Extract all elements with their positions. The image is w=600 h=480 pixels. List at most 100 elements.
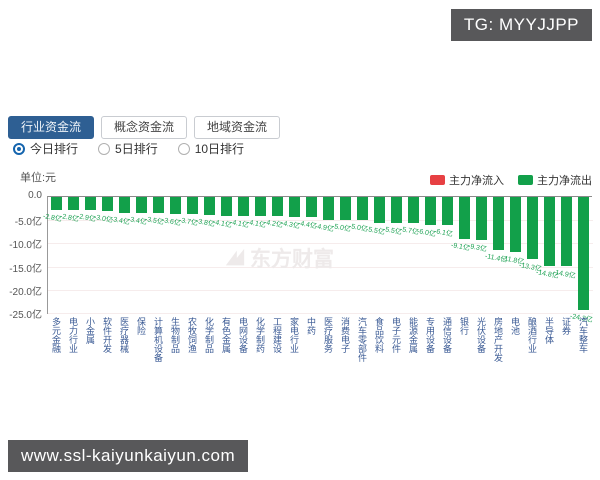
bar-证券[interactable]: [561, 197, 572, 267]
legend-item-inflow[interactable]: 主力净流入: [430, 172, 504, 188]
y-tick-label: -5.0亿: [14, 217, 42, 229]
category-label: 半导体: [544, 317, 554, 344]
bar-医疗服务[interactable]: [323, 197, 334, 220]
bar-保险[interactable]: [136, 197, 147, 213]
eastmoney-logo-icon: [225, 248, 245, 266]
tab-concept-fund-flow[interactable]: 概念资金流: [101, 116, 188, 139]
bar-银行[interactable]: [459, 197, 470, 240]
rank-period-options: 今日排行 5日排行 10日排行: [13, 140, 244, 157]
bar-多元金融[interactable]: [51, 197, 62, 210]
category-label: 化学制药: [255, 317, 265, 353]
bar-中药[interactable]: [306, 197, 317, 218]
bar-化学制品[interactable]: [204, 197, 215, 215]
category-label: 汽车零部件: [357, 317, 367, 362]
category-label: 中药: [306, 317, 316, 335]
bar-房地产开发[interactable]: [493, 197, 504, 250]
bar-专用设备[interactable]: [425, 197, 436, 225]
bar-通信设备[interactable]: [442, 197, 453, 226]
tab-region-fund-flow[interactable]: 地域资金流: [194, 116, 281, 139]
watermark-text: 东方财富: [250, 248, 334, 271]
bar-电网设备[interactable]: [238, 197, 249, 217]
tg-watermark-badge: TG: MYYJJPP: [450, 9, 592, 41]
radio-dot-icon: [98, 142, 111, 155]
bar-化学制药[interactable]: [255, 197, 266, 217]
bar-汽车整车[interactable]: [578, 197, 589, 310]
tab-industry-fund-flow[interactable]: 行业资金流: [8, 116, 95, 139]
bar-电池[interactable]: [510, 197, 521, 252]
gridline: [48, 313, 593, 314]
bar-汽车零部件[interactable]: [357, 197, 368, 221]
category-label: 医疗器械: [119, 317, 129, 353]
bar-生物制品[interactable]: [170, 197, 181, 214]
bar-小金属[interactable]: [85, 197, 96, 211]
fund-flow-tabs: 行业资金流 概念资金流 地域资金流: [8, 116, 281, 139]
bar-软件开发[interactable]: [102, 197, 113, 211]
radio-10day-rank[interactable]: 10日排行: [177, 140, 245, 157]
legend-label: 主力净流出: [537, 175, 592, 187]
bar-电力行业[interactable]: [68, 197, 79, 210]
unit-label: 单位:元: [20, 172, 57, 184]
bar-光伏设备[interactable]: [476, 197, 487, 241]
bar-工程建设[interactable]: [272, 197, 283, 217]
category-label: 消费电子: [340, 317, 350, 353]
bar-能源金属[interactable]: [408, 197, 419, 224]
bar-家电行业[interactable]: [289, 197, 300, 217]
legend-label: 主力净流入: [449, 175, 504, 187]
bar-电子元件[interactable]: [391, 197, 402, 223]
bar-计算机设备[interactable]: [153, 197, 164, 214]
category-label: 电网设备: [238, 317, 248, 353]
category-label: 银行: [459, 317, 469, 335]
bar-value-label: -6.1亿: [433, 228, 454, 239]
legend-item-outflow[interactable]: 主力净流出: [518, 172, 592, 188]
category-label: 多元金融: [51, 317, 61, 353]
gridline: [48, 243, 593, 245]
category-label: 医疗服务: [323, 317, 333, 353]
bar-医疗器械[interactable]: [119, 197, 130, 213]
category-label: 有色金属: [221, 317, 231, 353]
y-tick-label: -20.0亿: [9, 286, 42, 298]
category-label: 家电行业: [289, 317, 299, 353]
bar-农牧饲渔[interactable]: [187, 197, 198, 215]
url-watermark-badge: www.ssl-kaiyunkaiyun.com: [8, 440, 249, 472]
watermark: 东方财富: [224, 243, 334, 273]
y-tick-label: 0.0: [28, 190, 42, 201]
radio-label: 10日排行: [194, 142, 245, 156]
radio-5day-rank[interactable]: 5日排行: [98, 140, 158, 157]
category-label: 电子元件: [391, 317, 401, 353]
category-label: 光伏设备: [476, 317, 486, 353]
category-label: 证券: [561, 317, 571, 335]
outflow-swatch-icon: [518, 175, 533, 185]
category-label: 能源金属: [408, 317, 418, 353]
radio-today-rank[interactable]: 今日排行: [13, 140, 78, 157]
gridline: [48, 289, 593, 291]
category-label: 计算机设备: [153, 317, 163, 362]
category-label: 软件开发: [102, 317, 112, 353]
category-label: 工程建设: [272, 317, 282, 353]
category-label: 农牧饲渔: [187, 317, 197, 353]
y-tick-label: -10.0亿: [9, 240, 42, 252]
bar-消费电子[interactable]: [340, 197, 351, 221]
bar-食品饮料[interactable]: [374, 197, 385, 223]
category-label: 电池: [510, 317, 520, 335]
category-label: 生物制品: [170, 317, 180, 353]
y-tick-label: -25.0亿: [9, 310, 42, 321]
category-label: 酿酒行业: [527, 317, 537, 353]
radio-dot-icon: [177, 142, 190, 155]
radio-label: 5日排行: [115, 142, 158, 156]
category-label: 化学制品: [204, 317, 214, 353]
plot-area: -2.8亿 -2.8亿 -2.9亿 -3.0亿 -3.4亿 -3.4亿 -3.5亿 -3.6亿…: [42, 196, 593, 324]
category-label: 专用设备: [425, 317, 435, 353]
radio-dot-icon: [13, 142, 25, 155]
category-label: 汽车整车: [578, 317, 588, 353]
category-label: 食品饮料: [374, 317, 384, 353]
chart-legend: 主力净流入 主力净流出: [430, 172, 592, 188]
category-label: 小金属: [85, 317, 95, 344]
bar-酿酒行业[interactable]: [527, 197, 538, 259]
gridline: [48, 220, 593, 222]
bar-半导体[interactable]: [544, 197, 555, 266]
radio-label: 今日排行: [30, 142, 79, 156]
category-label: 通信设备: [442, 317, 452, 353]
category-axis: 多元金融 电力行业 小金属 软件开发 医疗器械 保险 计算机设备 生物制品 农牧饲渔 化学制品 有色…: [47, 317, 600, 379]
bar-有色金属[interactable]: [221, 197, 232, 217]
